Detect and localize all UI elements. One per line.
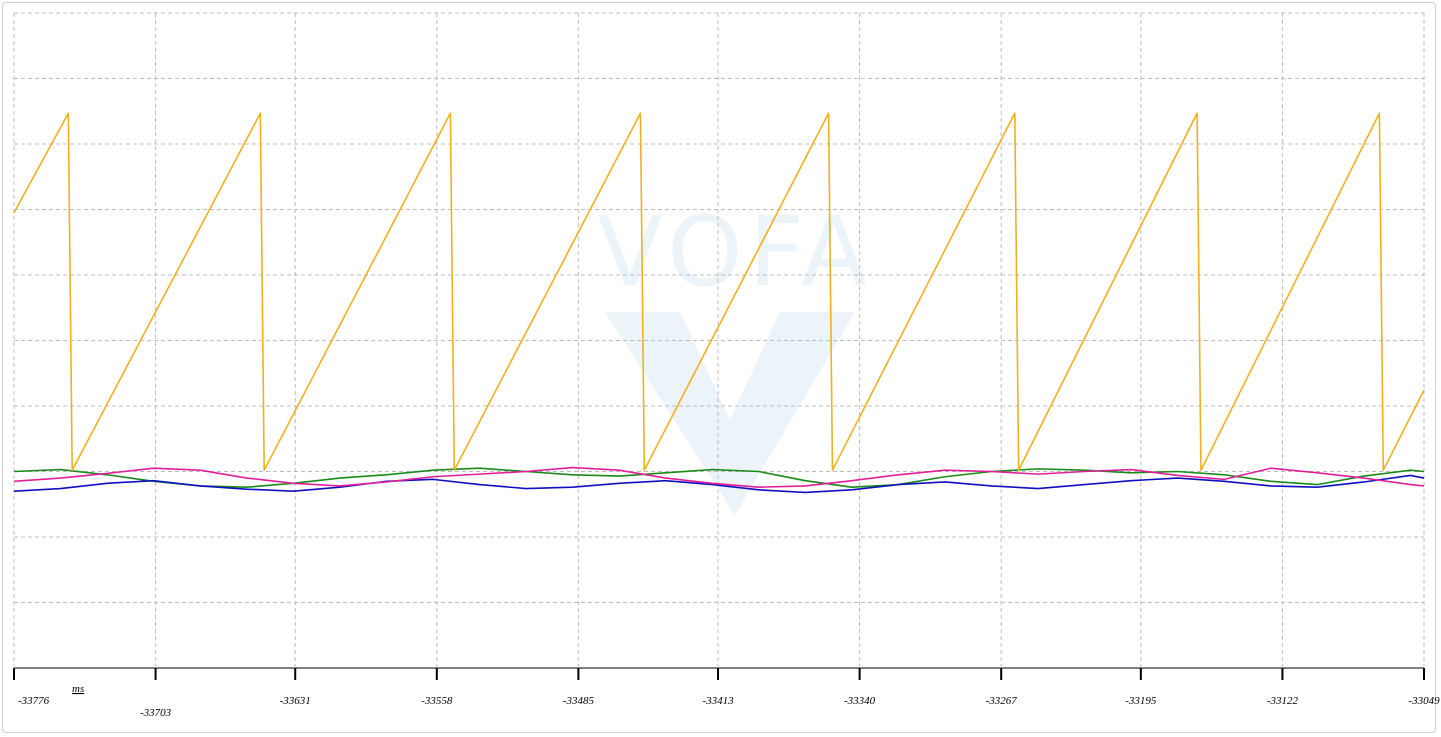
series-line — [13, 466, 1425, 489]
x-tick-label: -33631 — [280, 695, 311, 707]
x-tick-label: -33049 — [1408, 695, 1440, 707]
x-tick-label: -33195 — [1125, 695, 1157, 707]
x-unit: ms — [72, 683, 84, 695]
x-tick-label: -33267 — [986, 695, 1018, 707]
series-line — [13, 467, 1425, 489]
watermark-text: VOFA — [597, 196, 873, 308]
x-tick-label: -33558 — [421, 695, 453, 707]
x-tick-label: -33776 — [18, 695, 50, 707]
x-tick-label: -33122 — [1267, 695, 1299, 707]
watermark-logo — [605, 312, 855, 515]
series-line — [13, 474, 1425, 494]
x-tick-label: -33485 — [563, 695, 595, 707]
x-tick-label: -33413 — [702, 695, 734, 707]
logo-cut — [680, 312, 780, 420]
series-line — [13, 112, 1425, 471]
logo-shape — [605, 312, 855, 515]
x-tick-label: -33340 — [844, 695, 876, 707]
x-tick-label: -33703 — [140, 707, 172, 719]
